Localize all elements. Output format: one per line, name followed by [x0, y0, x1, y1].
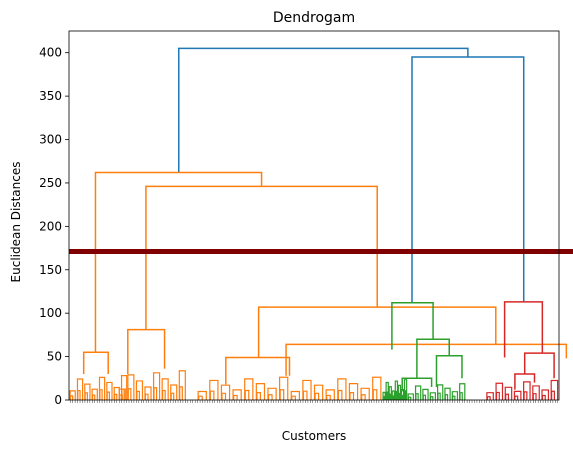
- link-orange-top: [94, 171, 263, 353]
- y-axis-label: Euclidean Distances: [9, 162, 23, 283]
- link-red-right: [523, 352, 555, 379]
- link-red-top: [503, 301, 544, 358]
- leaf-cluster-4: [382, 379, 408, 400]
- leaf-ticks: [70, 400, 558, 403]
- y-tick-label-5: 250: [39, 176, 62, 190]
- x-axis-label: Customers: [282, 429, 347, 443]
- chart-title: Dendrogam: [273, 10, 355, 26]
- leaf-cluster-6: [486, 379, 559, 400]
- leaf-clusters: [69, 370, 559, 400]
- y-tick-label-2: 100: [39, 306, 62, 320]
- leaf-cluster-1: [118, 370, 186, 400]
- link-root-merge: [178, 47, 469, 173]
- leaf-cluster-3: [290, 376, 382, 400]
- y-tick-label-7: 350: [39, 89, 62, 103]
- leaf-cluster-2: [197, 376, 289, 400]
- link-orange-rl: [225, 356, 291, 385]
- y-tick-label-1: 50: [47, 350, 62, 364]
- link-green-rl: [401, 377, 433, 392]
- y-tick-label-3: 150: [39, 263, 62, 277]
- link-green-top: [391, 302, 434, 350]
- link-orange-right: [257, 306, 497, 358]
- link-orange-mid2: [127, 328, 166, 374]
- axes: 0 50 100 150 200 250 300 350 400: [39, 46, 69, 407]
- link-orange-rr: [285, 343, 568, 376]
- link-orange-mid: [145, 185, 378, 330]
- link-orange-leftl: [82, 351, 109, 374]
- leaf-cluster-0: [69, 375, 128, 400]
- y-tick-label-4: 200: [39, 219, 62, 233]
- dendrogram-links: [82, 47, 568, 392]
- leaf-cluster-5: [407, 383, 466, 400]
- link-red-rl: [514, 373, 536, 390]
- plot-frame: [68, 30, 560, 401]
- link-green-rr: [435, 354, 463, 387]
- link-right-merge: [411, 56, 525, 303]
- leaf-tick-marks: [70, 400, 558, 403]
- y-tick-label-0: 0: [54, 393, 62, 407]
- y-tick-label-6: 300: [39, 133, 62, 147]
- y-tick-label-8: 400: [39, 46, 62, 60]
- link-green-right: [416, 338, 450, 379]
